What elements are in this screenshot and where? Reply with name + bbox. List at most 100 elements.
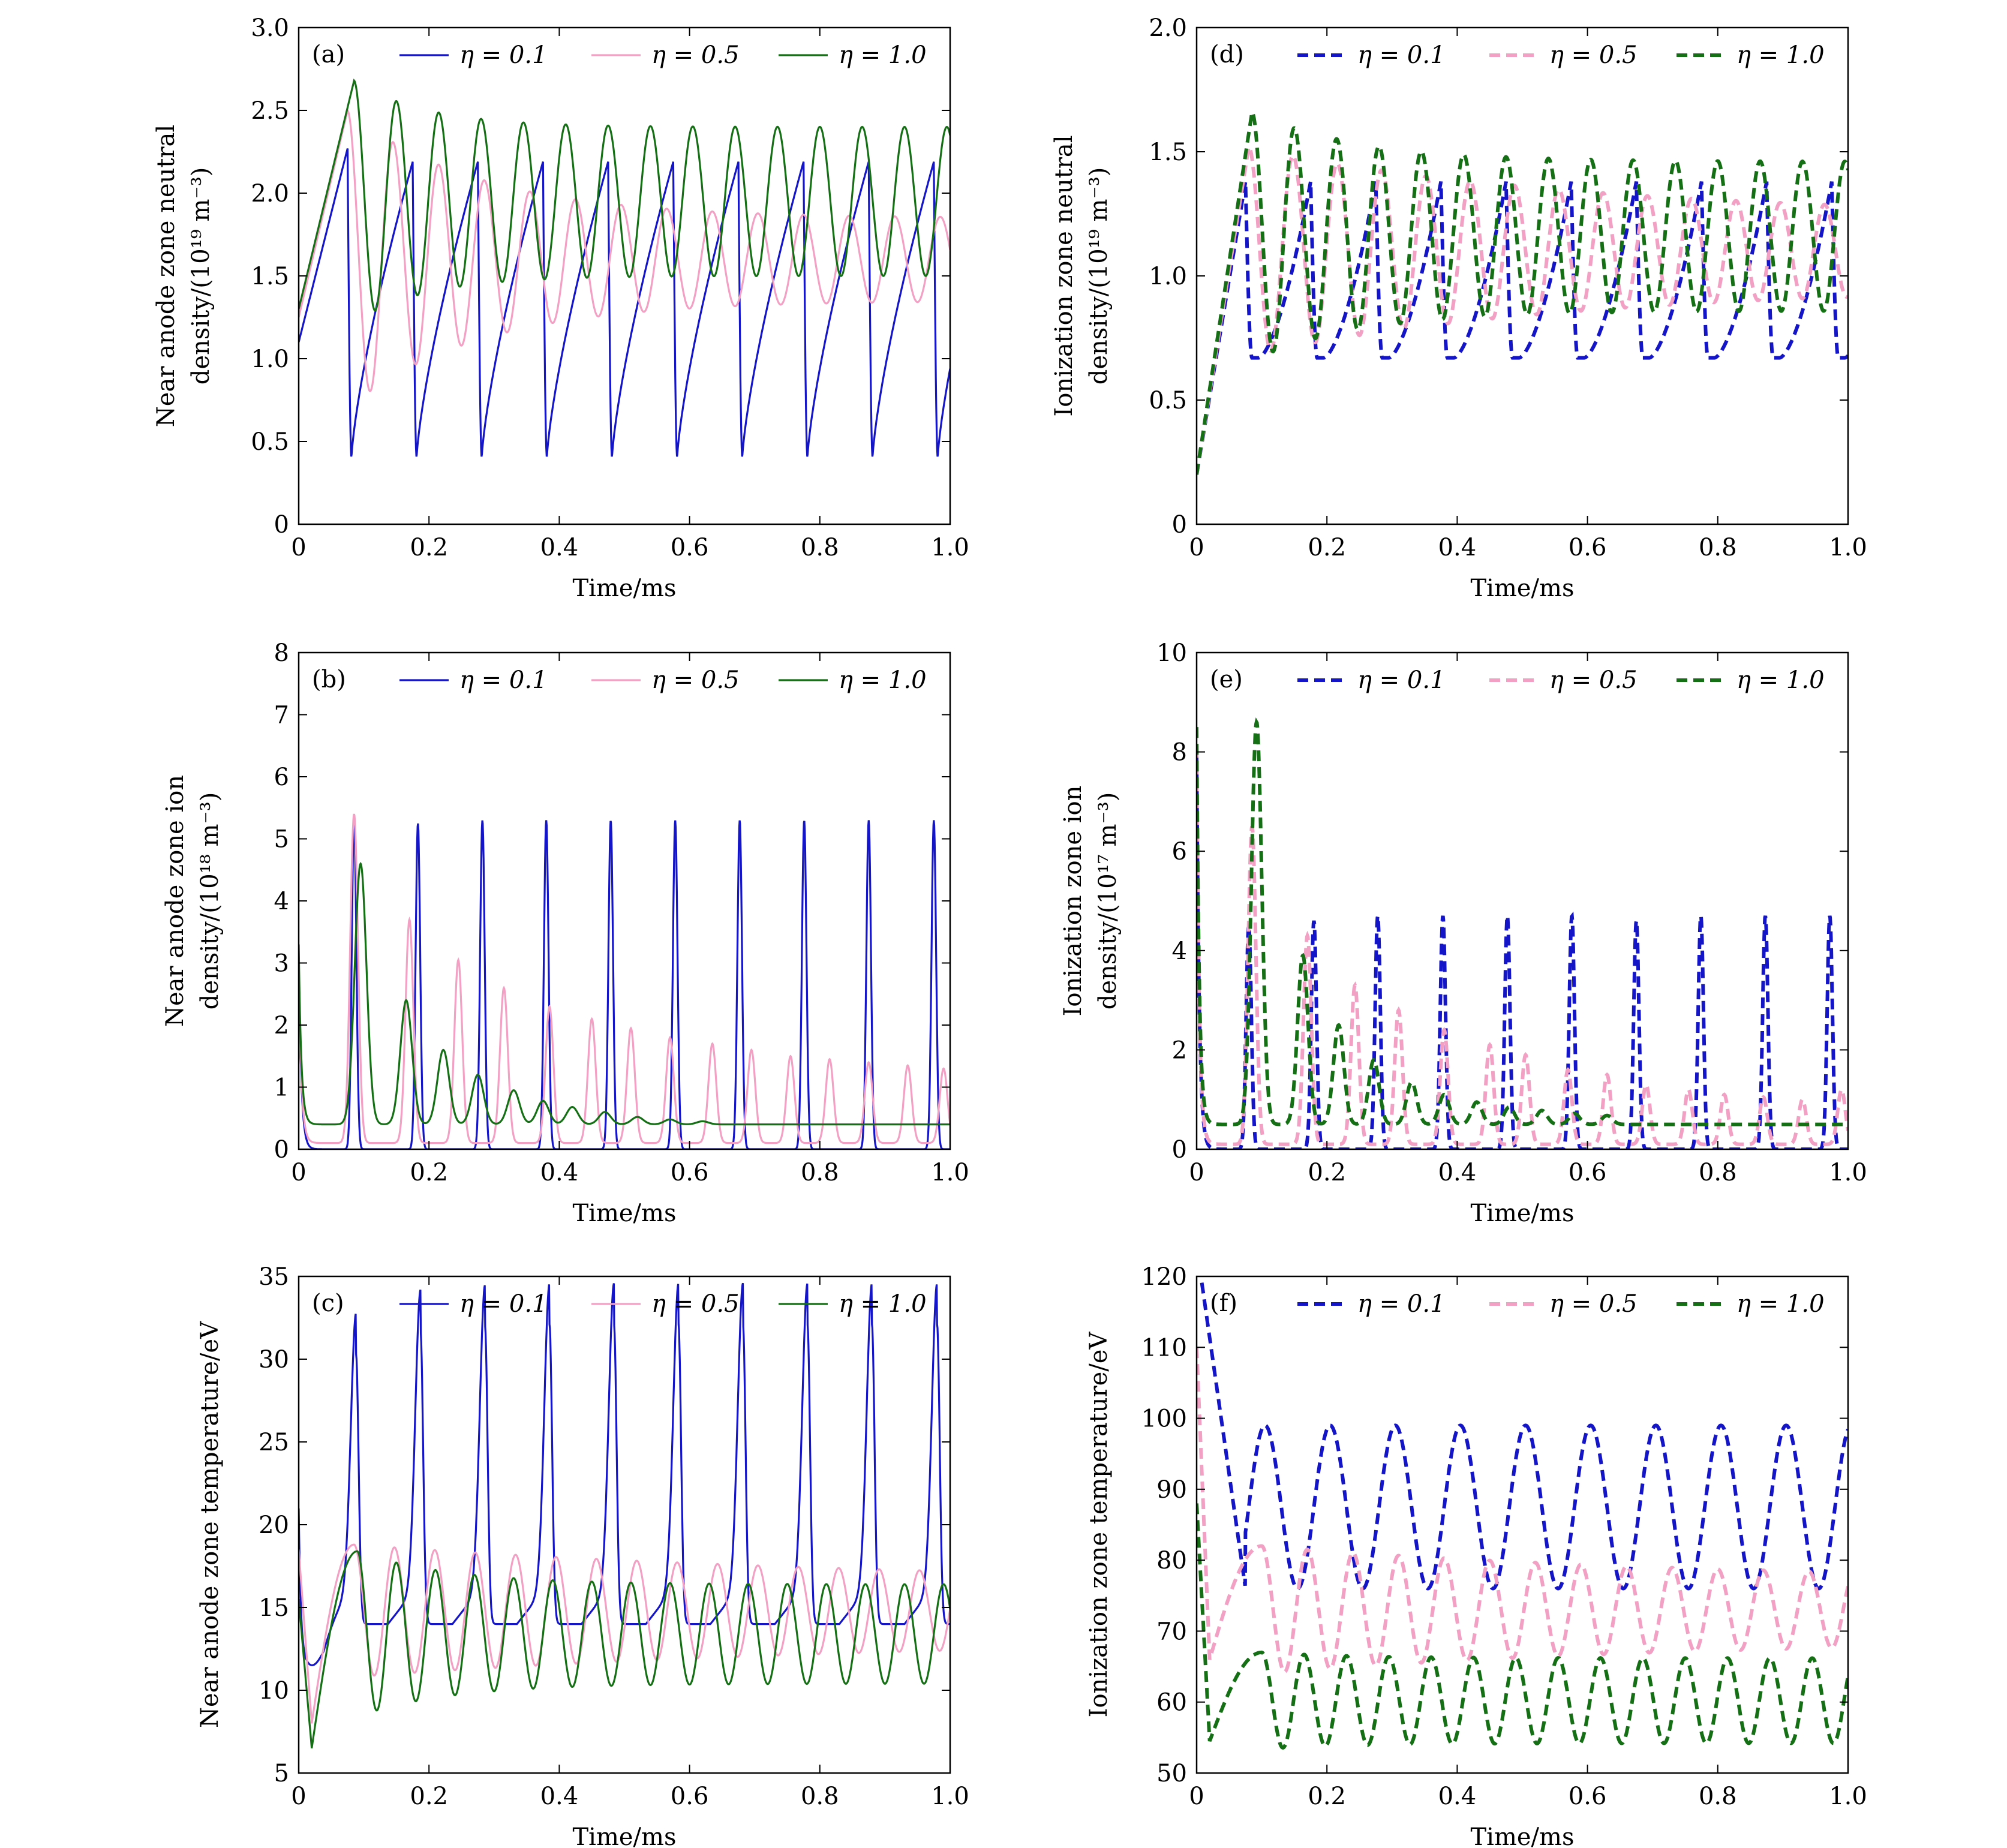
y-tick-label: 10 bbox=[259, 1677, 289, 1705]
x-axis-label: Time/ms bbox=[572, 1823, 676, 1848]
y-tick-label: 1.5 bbox=[1149, 139, 1187, 166]
x-tick-label: 0.8 bbox=[1699, 534, 1737, 561]
panel-label: (c) bbox=[312, 1290, 344, 1317]
x-tick-label: 0.4 bbox=[1438, 1159, 1477, 1186]
y-axis-label-line-1: Ionization zone temperature/eV bbox=[1085, 1332, 1113, 1718]
series-line-eta-0.5 bbox=[1197, 747, 1848, 1146]
series-line-eta-0.5 bbox=[299, 108, 950, 392]
x-tick-label: 0.4 bbox=[540, 1783, 579, 1810]
x-axis-label: Time/ms bbox=[572, 575, 676, 602]
y-axis-label-line-2: density/(10¹⁹ m⁻³) bbox=[1085, 167, 1113, 384]
legend-entry: η = 0.5 bbox=[1549, 1290, 1638, 1318]
y-tick-label: 30 bbox=[259, 1346, 289, 1374]
series-line-eta-0.5 bbox=[1197, 1347, 1848, 1674]
x-tick-label: 1.0 bbox=[1829, 1159, 1867, 1186]
y-tick-label: 2.0 bbox=[1149, 14, 1187, 42]
y-tick-label: 3.0 bbox=[251, 14, 289, 42]
chart-panel-c: 0 0.2 0.4 0.6 0.8 1.0 5 10 15 20 25 30 35 Time/ms Near… bbox=[196, 1263, 969, 1848]
x-tick-label: 0.6 bbox=[1569, 534, 1607, 561]
legend-entry: η = 1.0 bbox=[839, 41, 927, 69]
x-tick-label: 0.2 bbox=[410, 1159, 448, 1186]
y-tick-label: 5 bbox=[274, 1760, 289, 1787]
panel-label: (f) bbox=[1210, 1290, 1237, 1317]
legend-entry: η = 1.0 bbox=[1736, 1290, 1825, 1318]
legend-entry: η = 1.0 bbox=[1736, 666, 1825, 694]
y-tick-label: 20 bbox=[259, 1512, 289, 1539]
y-tick-label: 0 bbox=[274, 511, 289, 539]
x-tick-label: 0.6 bbox=[1569, 1159, 1607, 1186]
legend-entry: η = 1.0 bbox=[1736, 41, 1825, 69]
series-line-eta-1.0 bbox=[299, 861, 950, 1126]
x-axis-label: Time/ms bbox=[1470, 1823, 1574, 1848]
x-tick-label: 0 bbox=[1189, 1783, 1204, 1810]
plot-frame bbox=[1195, 1275, 1849, 1774]
x-tick-label: 0.6 bbox=[671, 1159, 709, 1186]
x-tick-label: 0 bbox=[291, 534, 306, 561]
plot-frame bbox=[1195, 651, 1849, 1150]
y-tick-label: 4 bbox=[274, 888, 289, 915]
x-tick-label: 0.8 bbox=[801, 534, 839, 561]
y-tick-label: 1 bbox=[274, 1074, 289, 1102]
y-tick-label: 90 bbox=[1156, 1476, 1187, 1504]
x-tick-label: 0.8 bbox=[801, 1783, 839, 1810]
y-tick-label: 0.5 bbox=[1149, 387, 1187, 414]
y-tick-label: 1.0 bbox=[251, 345, 289, 373]
legend-entry: η = 0.5 bbox=[651, 41, 740, 69]
plot-frame bbox=[298, 1275, 951, 1774]
plot-frame bbox=[1195, 26, 1849, 525]
chart-panel-e: 0 0.2 0.4 0.6 0.8 1.0 0 2 4 6 8 10 Time/ms Ionization… bbox=[1059, 639, 1867, 1227]
legend-entry: η = 0.1 bbox=[459, 41, 548, 69]
series-line-eta-0.5 bbox=[1197, 143, 1848, 475]
y-axis-label-line-1: Near anode zone temperature/eV bbox=[196, 1321, 224, 1728]
series-line-eta-1.0 bbox=[1197, 1503, 1848, 1750]
x-tick-label: 0 bbox=[291, 1783, 306, 1810]
y-tick-label: 0 bbox=[274, 1136, 289, 1164]
x-tick-label: 0.6 bbox=[671, 534, 709, 561]
y-tick-label: 110 bbox=[1141, 1334, 1187, 1362]
legend-entry: η = 0.1 bbox=[459, 1290, 548, 1318]
x-tick-label: 0 bbox=[1189, 1159, 1204, 1186]
y-tick-label: 2.5 bbox=[251, 97, 289, 125]
x-tick-label: 0.2 bbox=[1308, 1783, 1346, 1810]
y-tick-label: 7 bbox=[274, 702, 289, 729]
series-line-eta-0.5 bbox=[299, 813, 950, 1144]
x-tick-label: 1.0 bbox=[931, 1159, 969, 1186]
y-tick-label: 15 bbox=[259, 1594, 289, 1622]
x-tick-label: 0 bbox=[1189, 534, 1204, 561]
x-tick-label: 0.4 bbox=[540, 1159, 579, 1186]
panel-label: (e) bbox=[1210, 666, 1243, 693]
series-line-eta-1.0 bbox=[299, 1550, 950, 1748]
plot-frame bbox=[298, 651, 951, 1150]
legend-entry: η = 1.0 bbox=[839, 666, 927, 694]
y-tick-label: 100 bbox=[1141, 1405, 1187, 1433]
legend-entry: η = 0.1 bbox=[459, 666, 548, 694]
x-tick-label: 0.4 bbox=[1438, 534, 1477, 561]
x-axis-label: Time/ms bbox=[572, 1200, 676, 1227]
y-tick-label: 2 bbox=[1172, 1036, 1187, 1064]
y-axis-label-line-2: density/(10¹⁹ m⁻³) bbox=[187, 167, 215, 384]
x-axis-label: Time/ms bbox=[1470, 575, 1574, 602]
y-axis-label-line-1: Near anode zone neutral bbox=[152, 125, 180, 427]
y-tick-label: 80 bbox=[1156, 1547, 1187, 1574]
y-tick-label: 50 bbox=[1156, 1760, 1187, 1787]
y-axis-label-line-1: Ionization zone neutral bbox=[1050, 135, 1078, 416]
x-tick-label: 1.0 bbox=[931, 534, 969, 561]
y-tick-label: 4 bbox=[1172, 937, 1187, 965]
legend-entry: η = 0.1 bbox=[1357, 41, 1446, 69]
x-tick-label: 0.6 bbox=[671, 1783, 709, 1810]
x-tick-label: 0.4 bbox=[1438, 1783, 1477, 1810]
legend-entry: η = 0.1 bbox=[1357, 1290, 1446, 1318]
series-line-eta-1.0 bbox=[299, 78, 950, 312]
chart-panel-b: 0 0.2 0.4 0.6 0.8 1.0 0 1 2 3 4 5 6 7 8 Time/ms Near ano… bbox=[161, 639, 969, 1227]
x-tick-label: 0.2 bbox=[410, 534, 448, 561]
legend-entry: η = 1.0 bbox=[839, 1290, 927, 1318]
x-tick-label: 1.0 bbox=[1829, 1783, 1867, 1810]
y-axis-label-line-2: density/(10¹⁸ m⁻³) bbox=[196, 792, 224, 1009]
legend-entry: η = 0.5 bbox=[1549, 41, 1638, 69]
y-tick-label: 2 bbox=[274, 1012, 289, 1039]
legend-entry: η = 0.5 bbox=[1549, 666, 1638, 694]
chart-panel-d: 0 0.2 0.4 0.6 0.8 1.0 0 0.5 1.0 1.5 2.0 Time/ms Ioni… bbox=[1050, 14, 1867, 602]
x-tick-label: 0.8 bbox=[1699, 1159, 1737, 1186]
y-tick-label: 8 bbox=[274, 639, 289, 667]
